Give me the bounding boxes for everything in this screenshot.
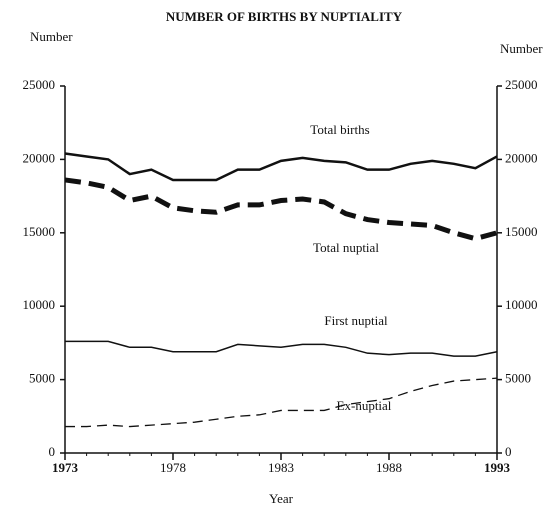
y2-tick-label: 0 (505, 444, 512, 459)
series-label: First nuptial (324, 313, 388, 328)
x-tick-label: 1993 (484, 460, 511, 475)
series-line (65, 377, 498, 428)
y-tick-label: 20000 (23, 150, 56, 165)
chart-title: NUMBER OF BIRTHS BY NUPTIALITY (166, 9, 403, 24)
x-tick-label: 1973 (52, 460, 79, 475)
x-tick-label: 1978 (160, 460, 186, 475)
series-line (64, 152, 498, 182)
y2-tick-label: 15000 (505, 224, 538, 239)
series-label: Total births (310, 122, 369, 137)
y2-tick-label: 5000 (505, 371, 531, 386)
y-tick-label: 10000 (23, 297, 56, 312)
x-axis-label: Year (269, 491, 294, 506)
series-label: Ex-nuptial (337, 398, 392, 413)
y2-axis-label: Number (500, 41, 543, 56)
y-tick-label: 15000 (23, 224, 56, 239)
y2-tick-label: 20000 (505, 150, 538, 165)
series-line (64, 177, 498, 242)
x-tick-label: 1983 (268, 460, 294, 475)
y-tick-label: 5000 (29, 371, 55, 386)
y-axis-label: Number (30, 29, 73, 44)
x-tick-label: 1988 (376, 460, 402, 475)
y-tick-label: 25000 (23, 77, 56, 92)
y2-tick-label: 10000 (505, 297, 538, 312)
y2-tick-label: 25000 (505, 77, 538, 92)
series-line (65, 340, 498, 357)
series-label: Total nuptial (313, 240, 379, 255)
y-tick-label: 0 (49, 444, 56, 459)
